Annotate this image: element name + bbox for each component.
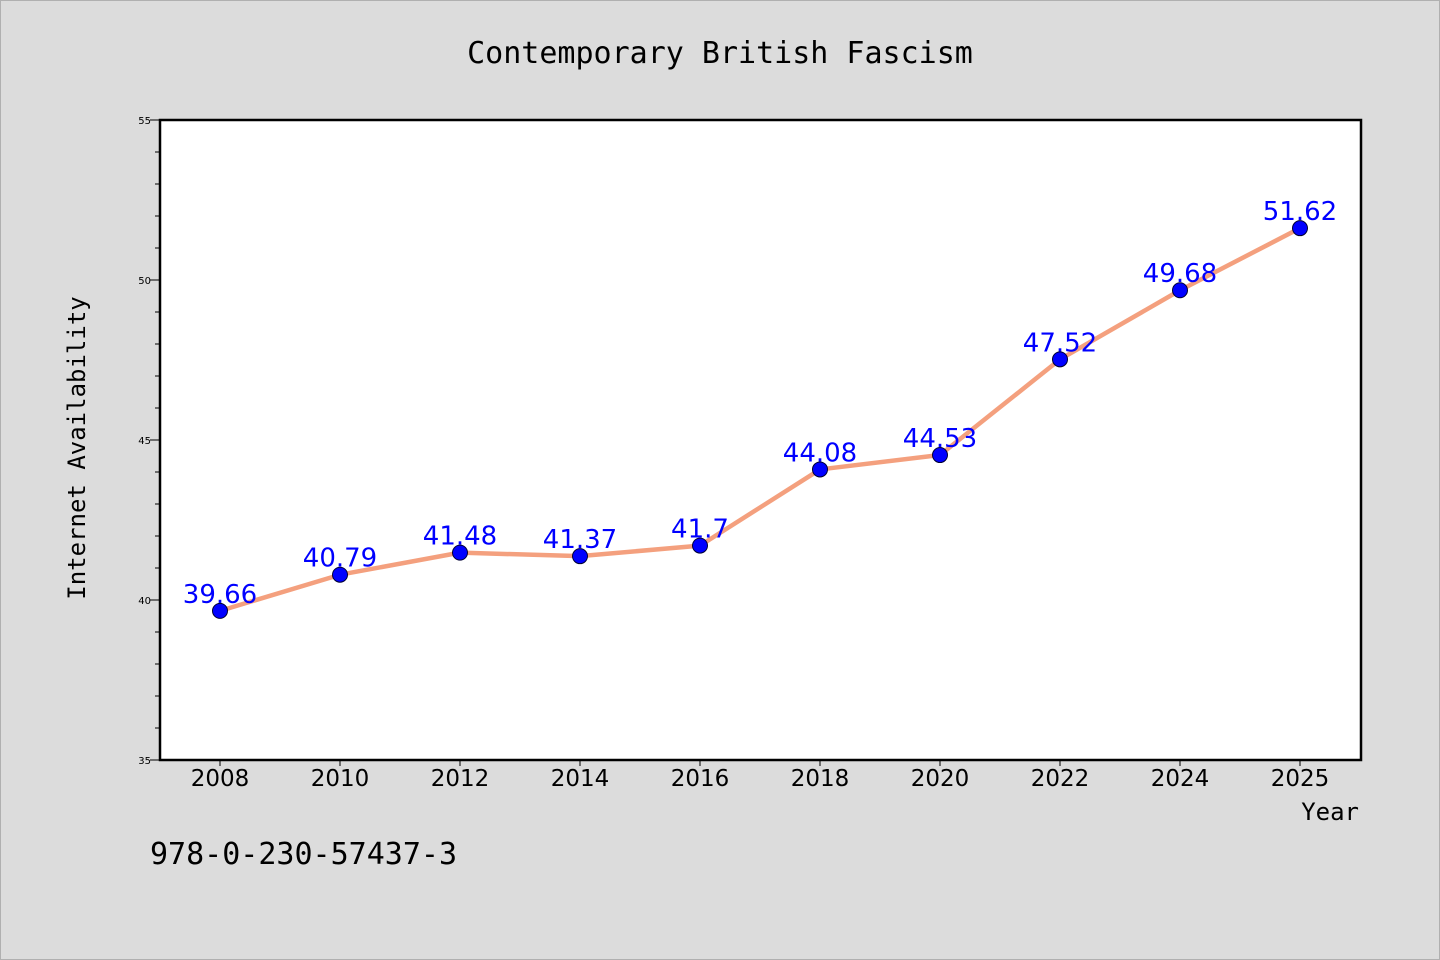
x-tick-label: 2018 [791, 766, 850, 792]
data-label: 40.79 [303, 544, 377, 574]
data-label: 47.52 [1023, 328, 1097, 358]
data-point [1052, 351, 1068, 368]
y-tick-label: 40 [138, 596, 151, 607]
series-line [217, 225, 1303, 614]
data-label: 41.7 [671, 515, 729, 545]
x-tick-label: 2012 [431, 766, 490, 792]
data-label: 41.37 [543, 525, 617, 555]
x-tick-label: 2020 [911, 766, 970, 792]
data-label: 51.62 [1263, 197, 1337, 227]
x-axis-label: Year [1301, 798, 1359, 826]
data-point [212, 602, 228, 619]
x-tick-label: 2008 [191, 766, 250, 792]
y-axis-label: Internet Availability [63, 296, 91, 599]
data-point [932, 447, 948, 464]
data-point [812, 461, 828, 478]
x-tick-label: 2014 [551, 766, 610, 792]
data-label: 49.68 [1143, 259, 1217, 289]
x-tick-label: 2010 [311, 766, 370, 792]
x-tick-label: 2022 [1031, 766, 1090, 792]
x-axis: 2008 2010 2012 2014 2016 2018 2020 2022 2024 2025 [191, 760, 1330, 792]
y-tick-label: 55 [138, 116, 151, 127]
plot-frame [158, 118, 1363, 762]
series: 39.66 40.79 41.48 41.37 41.7 44.08 44.53 47.52 4… [183, 197, 1337, 619]
y-tick-label: 45 [138, 436, 151, 447]
data-label: 44.08 [783, 438, 857, 468]
y-tick-label: 50 [138, 276, 151, 287]
y-tick-label: 35 [138, 756, 151, 767]
data-point [572, 548, 588, 565]
data-point [452, 544, 468, 561]
data-point [1172, 282, 1188, 299]
data-point [692, 537, 708, 554]
x-tick-label: 2016 [671, 766, 730, 792]
x-tick-label: 2025 [1271, 766, 1330, 792]
plot-area [160, 120, 1361, 760]
data-point [332, 566, 348, 583]
y-axis: 35 40 45 50 55 [138, 116, 160, 767]
x-tick-label: 2024 [1151, 766, 1210, 792]
data-label: 41.48 [423, 522, 497, 552]
chart-title: Contemporary British Fascism [467, 36, 973, 71]
data-label: 44.53 [903, 424, 977, 454]
isbn-text: 978-0-230-57437-3 [150, 837, 457, 872]
data-point [1292, 220, 1308, 237]
data-label: 39.66 [183, 580, 257, 610]
